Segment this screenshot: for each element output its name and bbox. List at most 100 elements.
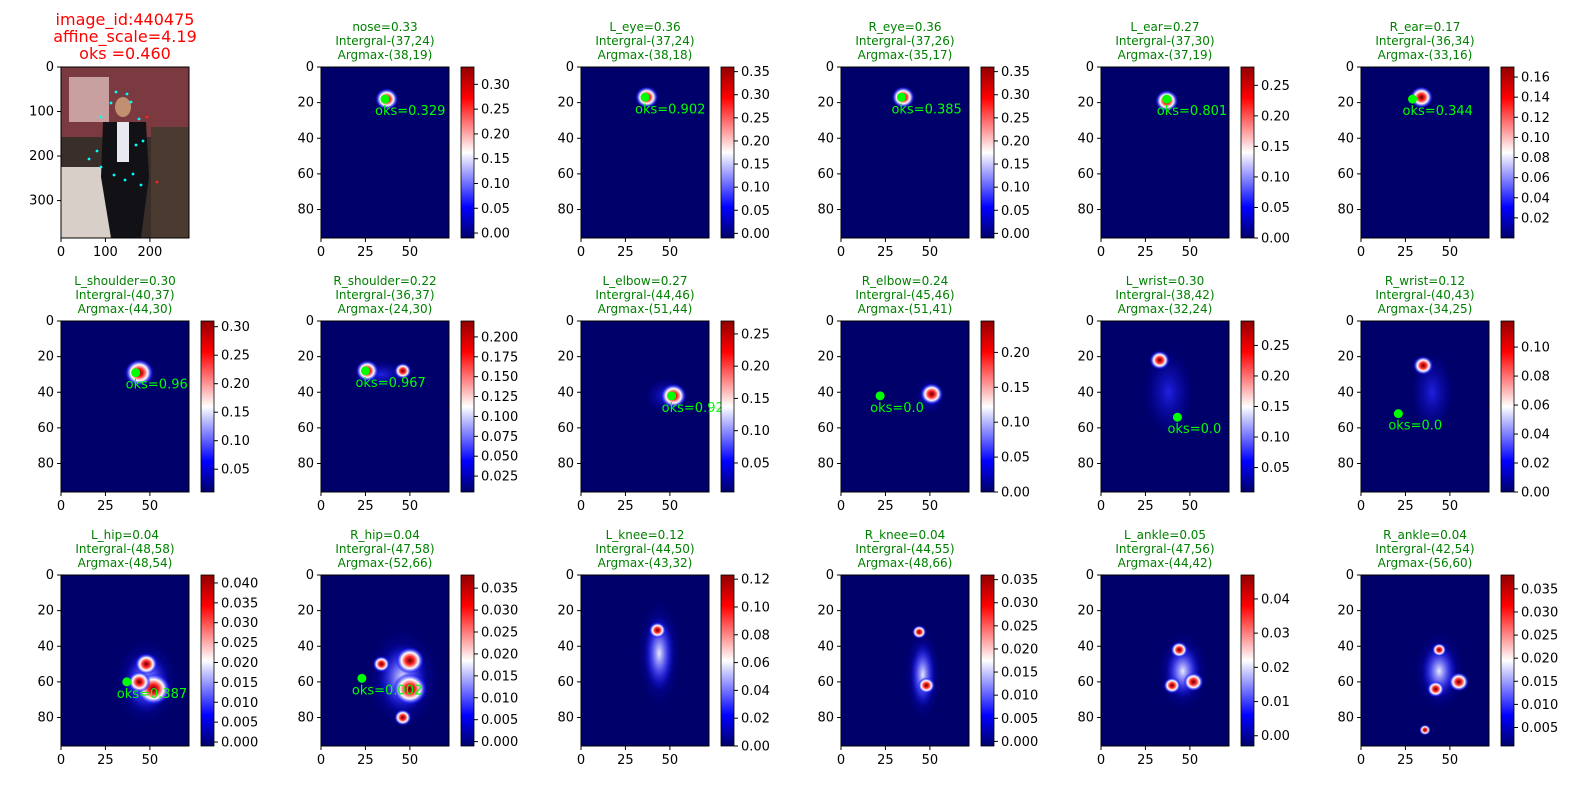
keypoint-marker [99, 115, 103, 119]
panel-title-line: R_elbow=0.24 [862, 274, 949, 288]
colorbar-tick-label: 0.05 [481, 202, 510, 217]
colorbar-tick-label: 0.25 [221, 349, 250, 364]
ground-truth-point [1408, 94, 1418, 104]
y-tick-label: 60 [1077, 675, 1094, 690]
x-tick-label: 25 [357, 753, 374, 768]
keypoint-marker [129, 100, 133, 104]
x-tick-label: 25 [357, 245, 374, 260]
x-tick-label: 200 [137, 245, 162, 260]
ground-truth-point [360, 366, 370, 376]
colorbar-tick-label: 0.02 [741, 712, 770, 727]
axes-frame [580, 574, 710, 747]
colorbar [1500, 320, 1515, 493]
y-tick-label: 20 [817, 350, 834, 365]
y-tick-label: 80 [1077, 203, 1094, 218]
heatmap-blob [395, 647, 425, 674]
panel-title-line: R_ear=0.17 [1390, 20, 1461, 34]
subplot-panel: L_knee=0.12Intergral-(44,50)Argmax-(43,3… [557, 528, 770, 768]
y-tick-label: 60 [37, 421, 54, 436]
oks-annotation: oks=0.902 [635, 102, 705, 117]
oks-annotation: oks=0.329 [375, 104, 445, 119]
x-tick-label: 0 [57, 753, 65, 768]
y-tick-label: 80 [557, 203, 574, 218]
y-tick-label: 60 [557, 167, 574, 182]
x-tick-label: 50 [1442, 245, 1459, 260]
x-tick-label: 50 [662, 499, 679, 514]
y-tick-label: 80 [557, 457, 574, 472]
colorbar-tick-label: 0.15 [221, 406, 250, 421]
x-tick-label: 25 [97, 499, 114, 514]
y-tick-label: 60 [1337, 675, 1354, 690]
y-tick-label: 0 [46, 60, 54, 75]
panel-title-line: Argmax-(24,30) [338, 302, 433, 316]
panel-title-line: Argmax-(48,66) [858, 556, 953, 570]
panel-title-line: Intergral-(36,34) [1375, 34, 1474, 48]
x-tick-label: 0 [1357, 245, 1365, 260]
colorbar-tick-label: 0.08 [1521, 151, 1550, 166]
colorbar-tick-label: 0.015 [221, 676, 258, 691]
heatmap-blob [1413, 356, 1434, 375]
colorbar-tick-label: 0.20 [1001, 134, 1030, 149]
heatmap-image [321, 321, 449, 492]
colorbar-tick-label: 0.10 [1261, 170, 1290, 185]
colorbar-tick-label: 0.30 [221, 320, 250, 335]
heatmap-blob [920, 383, 944, 405]
y-tick-label: 60 [817, 675, 834, 690]
y-tick-label: 80 [37, 711, 54, 726]
colorbar-tick-label: 0.04 [741, 684, 770, 699]
colorbar-tick-label: 0.000 [481, 735, 518, 750]
colorbar-tick-label: 0.10 [741, 181, 770, 196]
colorbar-tick-label: 0.150 [481, 370, 518, 385]
y-tick-label: 0 [1346, 568, 1354, 583]
y-tick-label: 40 [557, 131, 574, 146]
panel-title-line: affine_scale=4.19 [53, 27, 197, 47]
y-tick-label: 60 [817, 167, 834, 182]
y-tick-label: 40 [817, 639, 834, 654]
heatmap-image [1361, 575, 1489, 746]
axes-frame [840, 574, 970, 747]
heatmap-image [1101, 575, 1229, 746]
photo-poster [69, 77, 109, 122]
colorbar [460, 320, 475, 493]
y-tick-label: 60 [1077, 167, 1094, 182]
subplot-panel: R_wrist=0.12Intergral-(40,43)Argmax-(34,… [1337, 274, 1550, 514]
y-tick-label: 40 [37, 385, 54, 400]
y-tick-label: 60 [557, 421, 574, 436]
y-tick-label: 0 [1086, 568, 1094, 583]
panel-title-line: R_wrist=0.12 [1385, 274, 1465, 288]
colorbar-tick-label: 0.00 [1261, 232, 1290, 247]
heatmap-blob [1410, 86, 1433, 108]
colorbar-tick-label: 0.00 [1001, 486, 1030, 501]
y-tick-label: 0 [826, 568, 834, 583]
y-tick-label: 40 [37, 639, 54, 654]
heatmap-blob [1149, 350, 1170, 370]
y-tick-label: 20 [557, 604, 574, 619]
heatmap-image [1101, 321, 1229, 492]
colorbar-tick-label: 0.00 [481, 227, 510, 242]
colorbar-tick-label: 0.030 [1001, 596, 1038, 611]
ground-truth-point [1393, 409, 1403, 419]
photo-shirt [117, 122, 129, 162]
panel-title-line: L_wrist=0.30 [1126, 274, 1205, 288]
panel-title-line: Intergral-(37,24) [335, 34, 434, 48]
y-tick-label: 20 [297, 96, 314, 111]
panel-title-line: L_ear=0.27 [1130, 20, 1199, 34]
keypoint-marker [123, 178, 127, 182]
y-tick-label: 40 [1077, 131, 1094, 146]
y-tick-label: 20 [1337, 96, 1354, 111]
subplot-panel: R_knee=0.04Intergral-(44,55)Argmax-(48,6… [817, 528, 1038, 768]
colorbar-tick-label: 0.00 [1001, 227, 1030, 242]
y-tick-label: 0 [826, 314, 834, 329]
panel-title-line: Intergral-(48,58) [75, 542, 174, 556]
subplot-panel: L_wrist=0.30Intergral-(38,42)Argmax-(32,… [1077, 274, 1290, 514]
colorbar-tick-label: 0.15 [1261, 400, 1290, 415]
colorbar-tick-label: 0.35 [1001, 65, 1030, 80]
y-tick-label: 60 [1337, 421, 1354, 436]
colorbar-tick-label: 0.025 [1001, 619, 1038, 634]
y-tick-label: 80 [1337, 203, 1354, 218]
keypoint-marker [99, 165, 103, 169]
colorbar-tick-label: 0.20 [1261, 369, 1290, 384]
axes-frame [840, 66, 970, 239]
colorbar-tick-label: 0.075 [481, 430, 518, 445]
colorbar-tick-label: 0.12 [1521, 111, 1550, 126]
